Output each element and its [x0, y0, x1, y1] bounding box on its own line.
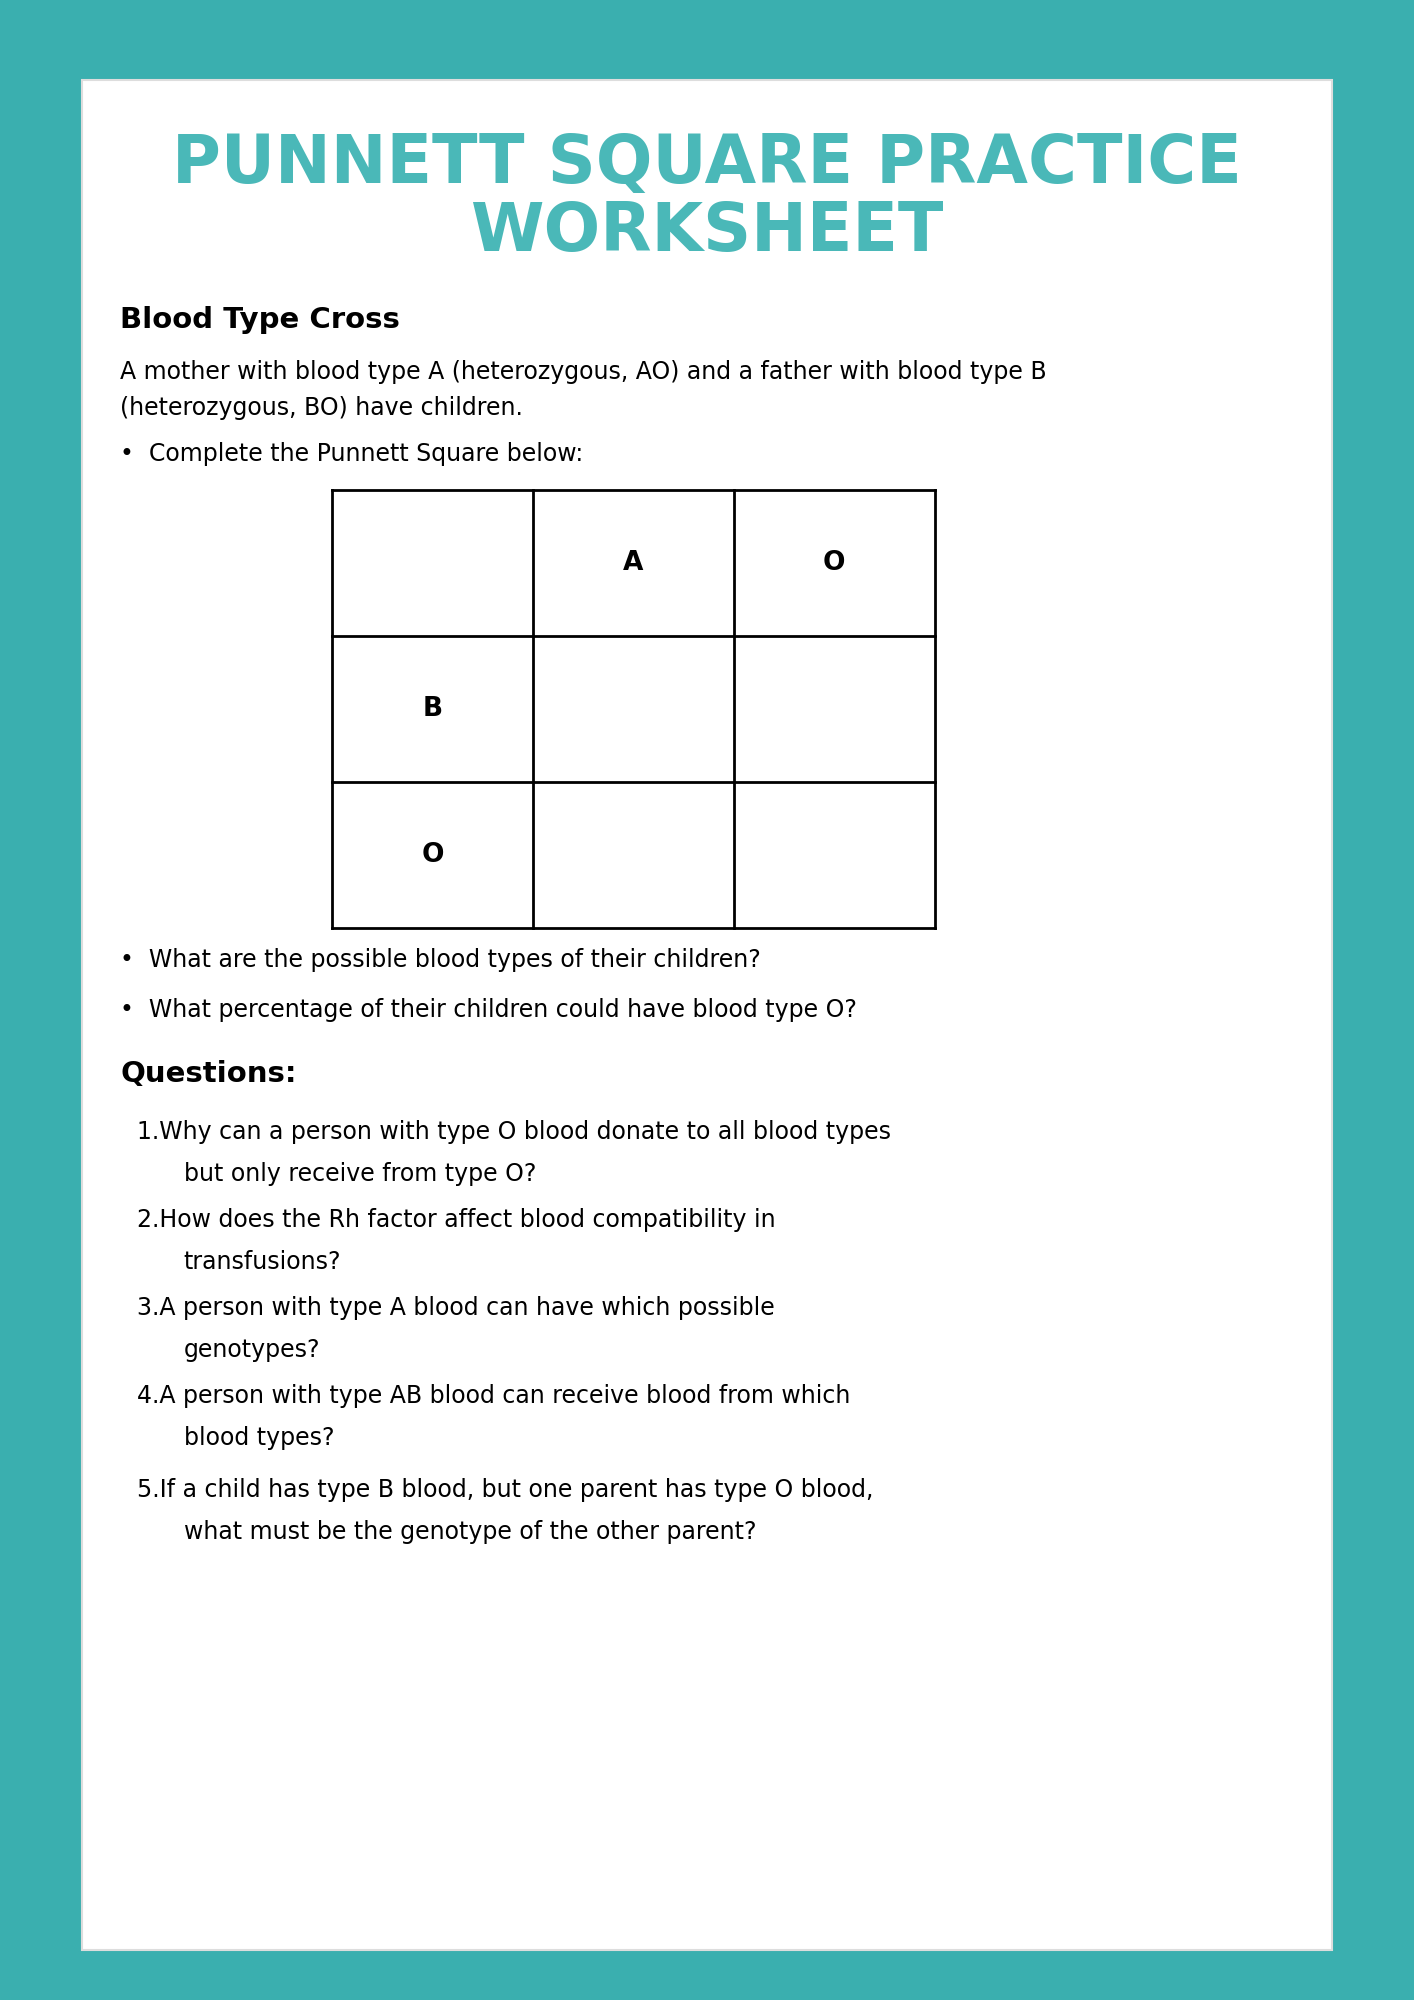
- Text: Blood Type Cross: Blood Type Cross: [120, 306, 400, 334]
- Text: 3.A person with type A blood can have which possible: 3.A person with type A blood can have wh…: [137, 1296, 775, 1320]
- Text: 4.A person with type AB blood can receive blood from which: 4.A person with type AB blood can receiv…: [137, 1384, 851, 1408]
- Text: •  Complete the Punnett Square below:: • Complete the Punnett Square below:: [120, 442, 584, 466]
- Text: transfusions?: transfusions?: [184, 1250, 341, 1274]
- Text: 5.If a child has type B blood, but one parent has type O blood,: 5.If a child has type B blood, but one p…: [137, 1478, 874, 1502]
- Text: O: O: [421, 842, 444, 868]
- Text: 1.Why can a person with type O blood donate to all blood types: 1.Why can a person with type O blood don…: [137, 1120, 891, 1144]
- Text: (heterozygous, BO) have children.: (heterozygous, BO) have children.: [120, 396, 523, 420]
- Text: •  What percentage of their children could have blood type O?: • What percentage of their children coul…: [120, 998, 857, 1022]
- Text: what must be the genotype of the other parent?: what must be the genotype of the other p…: [184, 1520, 756, 1544]
- Text: blood types?: blood types?: [184, 1426, 334, 1450]
- Text: •  What are the possible blood types of their children?: • What are the possible blood types of t…: [120, 948, 761, 972]
- Text: B: B: [423, 696, 443, 722]
- Text: PUNNETT SQUARE PRACTICE: PUNNETT SQUARE PRACTICE: [173, 132, 1241, 198]
- Text: O: O: [823, 550, 846, 576]
- Text: but only receive from type O?: but only receive from type O?: [184, 1162, 536, 1186]
- Text: A: A: [624, 550, 643, 576]
- Text: 2.How does the Rh factor affect blood compatibility in: 2.How does the Rh factor affect blood co…: [137, 1208, 776, 1232]
- Text: Questions:: Questions:: [120, 1060, 297, 1088]
- Text: A mother with blood type A (heterozygous, AO) and a father with blood type B: A mother with blood type A (heterozygous…: [120, 360, 1046, 384]
- Text: WORKSHEET: WORKSHEET: [471, 200, 943, 264]
- Text: genotypes?: genotypes?: [184, 1338, 321, 1362]
